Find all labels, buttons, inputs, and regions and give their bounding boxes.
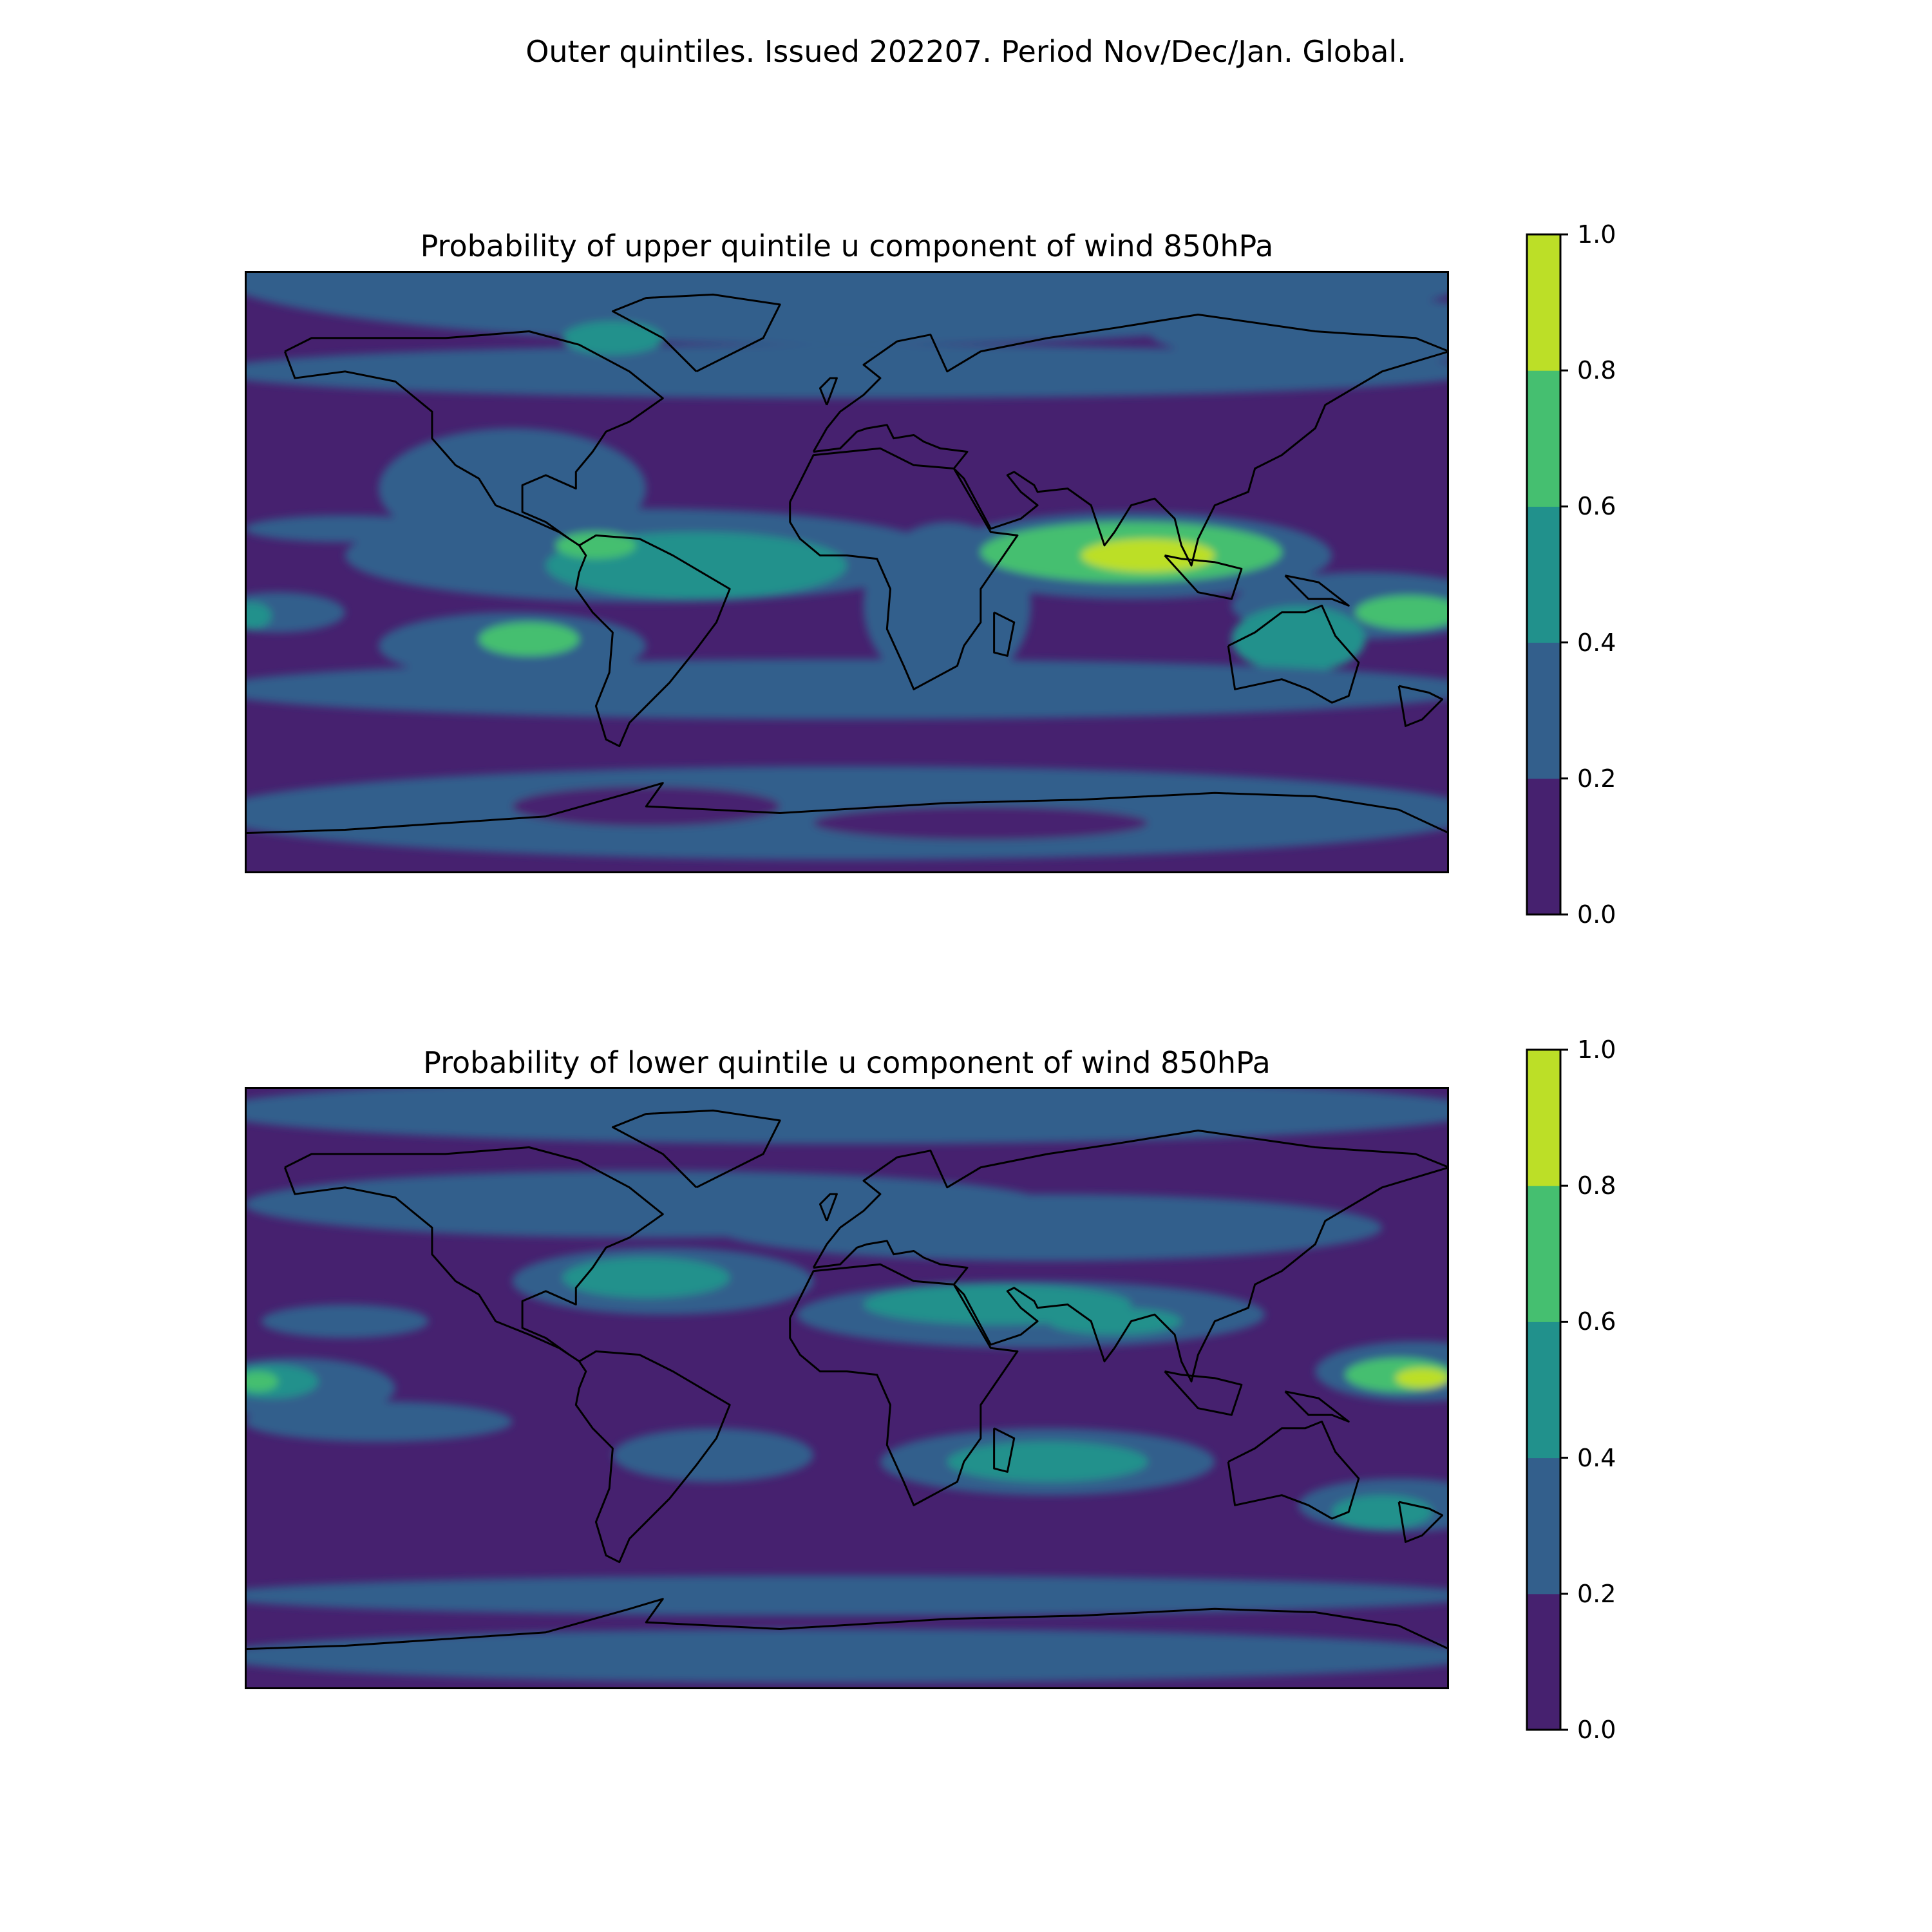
colorbar-segment	[1527, 1050, 1560, 1186]
coastline	[1284, 574, 1350, 607]
colorbar-upper: 0.0 0.2 0.4 0.6 0.8 1.0	[1526, 220, 1622, 929]
coastline	[812, 314, 1449, 567]
colorbar-segment	[1527, 1186, 1560, 1322]
coastline	[574, 534, 731, 748]
probability-region	[245, 592, 345, 632]
probability-region	[245, 1371, 278, 1392]
colorbar-segment	[1527, 234, 1560, 371]
probability-region	[245, 345, 1449, 399]
map-frame	[245, 1087, 1449, 1689]
panel-title-lower: Probability of lower quintile u componen…	[423, 1045, 1271, 1080]
colorbar-tick-label: 0.8	[1577, 1171, 1616, 1200]
probability-region	[562, 321, 663, 355]
probability-region	[1148, 298, 1449, 365]
colorbar-tick-label: 0.0	[1577, 900, 1616, 929]
coastline	[1227, 1420, 1360, 1520]
coastline	[611, 293, 781, 373]
colorbar-segment	[1527, 642, 1560, 779]
probability-region	[261, 1304, 429, 1338]
colorbar-tick-label: 0.4	[1577, 628, 1616, 657]
coastline	[574, 1350, 731, 1564]
colorbar-tick-label: 0.0	[1577, 1716, 1616, 1744]
colorbar-svg	[1526, 233, 1568, 916]
coastline	[789, 1263, 1019, 1506]
map-svg	[245, 1087, 1449, 1689]
probability-region	[813, 806, 1148, 840]
coastline	[1397, 1501, 1444, 1543]
probability-region	[245, 1575, 1449, 1616]
colorbar-tick-label: 1.0	[1577, 220, 1616, 249]
coastline	[812, 1130, 1449, 1383]
colorbar-tick-label: 0.4	[1577, 1443, 1616, 1472]
probability-region	[556, 532, 636, 559]
probability-region	[245, 659, 1449, 720]
coastline	[993, 1427, 1016, 1473]
probability-region	[245, 1087, 1449, 1144]
figure-suptitle: Outer quintiles. Issued 202207. Period N…	[526, 34, 1406, 69]
coastline	[611, 1109, 781, 1189]
probability-region	[245, 1629, 1449, 1683]
map-frame	[245, 271, 1449, 873]
colorbar-tick-label: 0.6	[1577, 492, 1616, 521]
colorbar-tick-label: 0.2	[1577, 1579, 1616, 1608]
coastline	[1164, 1370, 1243, 1416]
coastline	[1397, 685, 1444, 727]
coastline	[1164, 554, 1243, 600]
panel-title-upper: Probability of upper quintile u componen…	[420, 229, 1274, 263]
coastline	[993, 611, 1016, 657]
colorbar-tick-label: 0.6	[1577, 1307, 1616, 1336]
coastline	[245, 782, 1449, 835]
probability-region	[612, 1428, 813, 1482]
coastline	[819, 377, 838, 406]
colorbar-lower: 0.0 0.2 0.4 0.6 0.8 1.0	[1526, 1036, 1622, 1744]
probability-region	[478, 622, 580, 656]
colorbar-segment	[1527, 1593, 1560, 1730]
probability-region	[562, 1257, 730, 1298]
coastline	[819, 1193, 838, 1222]
coastline	[283, 1146, 664, 1363]
probability-region	[245, 766, 1449, 860]
colorbar-segment	[1527, 778, 1560, 915]
probability-region	[245, 1401, 513, 1442]
coastline	[1227, 604, 1360, 704]
probability-region	[245, 271, 1449, 345]
map-lower-quintile	[245, 1087, 1449, 1689]
map-upper-quintile	[245, 271, 1449, 873]
coastline	[789, 447, 1019, 690]
probability-region	[1395, 1368, 1449, 1388]
coastline	[283, 330, 664, 547]
colorbar-tick-label: 0.8	[1577, 356, 1616, 385]
colorbar-segment	[1527, 506, 1560, 643]
probability-region	[1231, 605, 1366, 673]
colorbar-segment	[1527, 1457, 1560, 1595]
probability-region	[245, 602, 272, 629]
colorbar-tick-label: 1.0	[1577, 1036, 1616, 1064]
colorbar-segment	[1527, 1321, 1560, 1459]
coastline	[1284, 1390, 1350, 1423]
colorbar-tick-label: 0.2	[1577, 764, 1616, 793]
colorbar-segment	[1527, 370, 1560, 507]
probability-region	[713, 1194, 1383, 1262]
coastline	[245, 1598, 1449, 1651]
map-svg	[245, 271, 1449, 873]
probability-region	[1355, 595, 1449, 629]
probability-region	[947, 1441, 1148, 1482]
probability-region	[245, 515, 446, 542]
colorbar-svg	[1526, 1048, 1568, 1731]
